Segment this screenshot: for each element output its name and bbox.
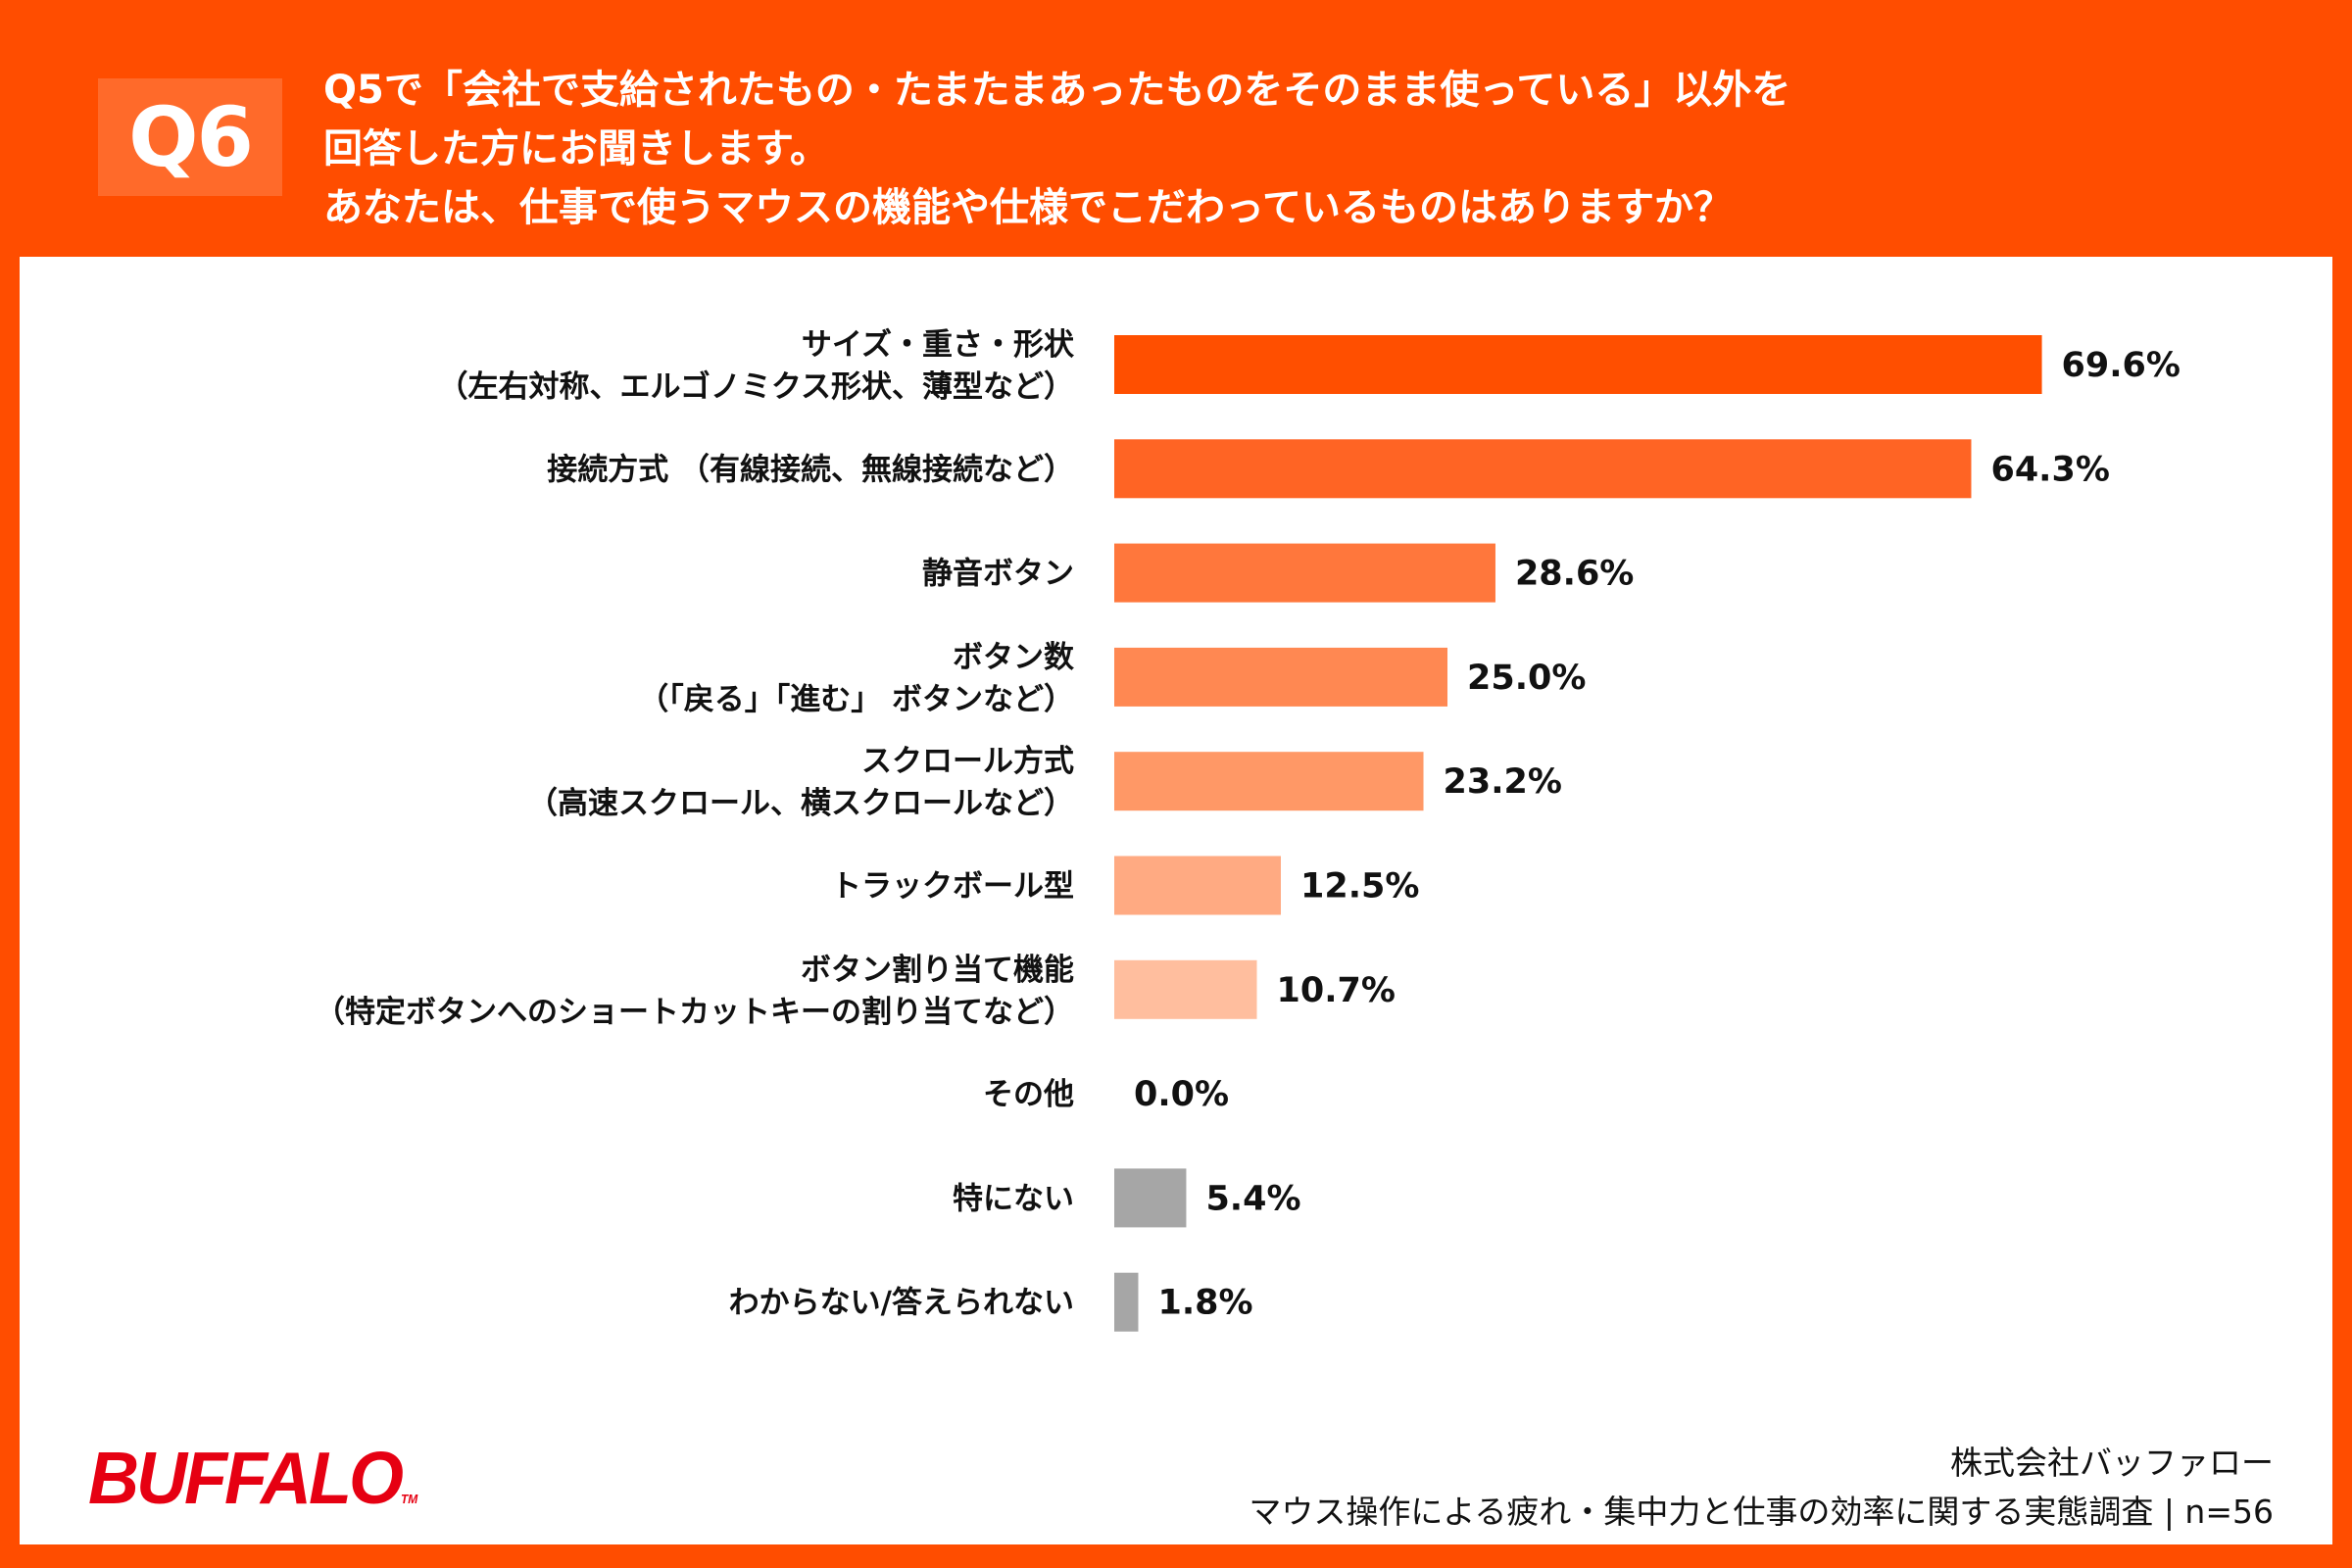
question-line: Q5で「会社で支給されたもの・たまたまあったものをそのまま使っている」以外を — [323, 68, 1791, 113]
credit: 株式会社バッファロー マウス操作による疲れ・集中力と仕事の効率に関する実態調査 … — [1249, 1439, 2274, 1537]
bar — [1114, 335, 2042, 394]
value-label: 28.6% — [1515, 555, 1634, 594]
bar — [1114, 1272, 1139, 1332]
buffalo-logo: BUFFALOTM — [88, 1438, 418, 1520]
value-label: 69.6% — [2062, 346, 2180, 385]
value-label: 1.8% — [1157, 1284, 1252, 1323]
value-label: 12.5% — [1300, 867, 1419, 906]
value-label: 10.7% — [1277, 971, 1396, 1010]
category-label: 接続方式 （有線接続、無線接続など） — [547, 452, 1074, 487]
company-name: 株式会社バッファロー — [1950, 1444, 2274, 1482]
question-line: あなたは、仕事で使うマウスの機能や仕様でこだわっているものはありますか？ — [323, 185, 1733, 230]
category-label: スクロール方式 — [861, 744, 1074, 779]
category-label: ボタン割り当て機能 — [801, 953, 1074, 988]
category-label: ボタン数 — [953, 640, 1074, 675]
value-label: 0.0% — [1134, 1075, 1229, 1114]
question-line: 回答した方にお聞きします。 — [323, 126, 829, 172]
category-label: その他 — [983, 1077, 1074, 1112]
bar — [1114, 543, 1495, 603]
value-label: 64.3% — [1990, 450, 2109, 489]
category-label: （「戻る」「進む」 ボタンなど） — [638, 682, 1074, 717]
category-label: トラックボール型 — [831, 869, 1074, 905]
survey-name: マウス操作による疲れ・集中力と仕事の効率に関する実態調査 | n=56 — [1249, 1493, 2274, 1531]
category-label: （高速スクロール、横スクロールなど） — [527, 786, 1074, 821]
value-label: 23.2% — [1444, 762, 1562, 802]
category-label: （左右対称、エルゴノミクス形状、薄型など） — [438, 369, 1074, 405]
bar — [1114, 856, 1281, 915]
bar — [1114, 647, 1447, 707]
value-label: 25.0% — [1467, 659, 1586, 698]
category-label: サイズ・重さ・形状 — [802, 327, 1075, 363]
bar — [1114, 439, 1972, 499]
question-title: Q5で「会社で支給されたもの・たまたまあったものをそのまま使っている」以外を 回… — [323, 61, 1790, 237]
bar — [1114, 1168, 1187, 1228]
value-label: 5.4% — [1205, 1179, 1300, 1218]
category-label: （特定ボタンへのショートカットキーの割り当てなど） — [315, 995, 1074, 1030]
category-label: 静音ボタン — [922, 557, 1074, 592]
category-label: わからない/答えられない — [729, 1286, 1074, 1321]
question-number-badge: Q6 — [98, 78, 282, 196]
bar — [1114, 959, 1257, 1019]
bar — [1114, 752, 1424, 811]
category-label: 特にない — [953, 1181, 1074, 1216]
